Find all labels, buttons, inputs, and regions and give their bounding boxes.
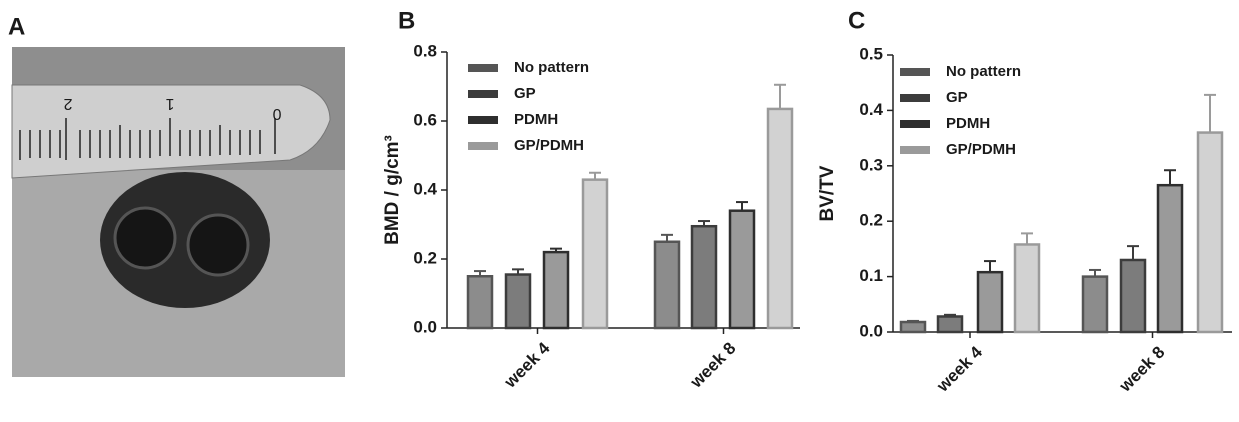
legend-swatch <box>900 68 930 76</box>
bar <box>936 315 964 334</box>
ruler-label: 0 <box>272 105 281 122</box>
error-bar <box>1164 169 1176 186</box>
error-bar <box>589 171 601 180</box>
ruler-label: 2 <box>63 95 72 112</box>
error-bar <box>1089 268 1101 277</box>
panel-label: C <box>848 7 865 34</box>
x-tick-label: week 8 <box>1115 343 1169 397</box>
error-bar <box>698 220 710 227</box>
error-bar <box>512 268 524 275</box>
legend-label: No pattern <box>946 63 1021 80</box>
bar <box>581 178 609 330</box>
y-tick-label: 0.6 <box>413 110 437 129</box>
legend-swatch <box>468 116 498 124</box>
photo-defect <box>113 206 177 270</box>
ruler-label: 1 <box>165 95 174 112</box>
error-bar <box>774 83 786 109</box>
bar <box>728 209 756 330</box>
bar <box>976 270 1004 334</box>
bar <box>1156 183 1184 334</box>
bar <box>504 273 532 330</box>
bar <box>690 224 718 330</box>
y-axis-label: BMD / g/cm³ <box>382 135 403 245</box>
legend-label: PDMH <box>946 115 990 132</box>
panel-label: A <box>8 13 25 40</box>
x-tick-label: week 8 <box>686 339 740 393</box>
legend-label: GP <box>946 89 968 106</box>
error-bar <box>944 313 956 317</box>
bar <box>899 320 927 334</box>
panel-label: B <box>398 7 415 34</box>
bar <box>1119 258 1147 334</box>
x-tick-label: week 4 <box>932 342 986 396</box>
legend-swatch <box>468 142 498 150</box>
y-tick-label: 0.1 <box>859 266 883 285</box>
legend-label: PDMH <box>514 111 558 128</box>
bar <box>653 240 681 330</box>
bar <box>466 275 494 330</box>
error-bar <box>550 247 562 253</box>
legend-label: No pattern <box>514 59 589 76</box>
bar <box>1196 131 1224 334</box>
y-tick-label: 0.3 <box>859 155 883 174</box>
y-tick-label: 0.0 <box>413 317 437 336</box>
y-tick-label: 0.4 <box>413 179 437 198</box>
y-tick-label: 0.0 <box>859 321 883 340</box>
y-axis-label: BV/TV <box>817 165 838 221</box>
legend-swatch <box>900 120 930 128</box>
y-tick-label: 0.2 <box>859 211 883 230</box>
legend-label: GP/PDMH <box>946 141 1016 158</box>
error-bar <box>984 260 996 273</box>
legend-label: GP <box>514 85 536 102</box>
photo-ruler-ticks <box>19 118 276 160</box>
y-tick-label: 0.8 <box>413 41 437 60</box>
legend-swatch <box>900 94 930 102</box>
bar <box>542 250 570 330</box>
bar <box>1081 275 1109 334</box>
error-bar <box>1204 93 1216 133</box>
x-tick-label: week 4 <box>500 338 554 392</box>
error-bar <box>1021 232 1033 245</box>
y-tick-label: 0.5 <box>859 44 883 63</box>
photo: 2 1 0 <box>11 47 345 377</box>
photo-defect <box>186 213 250 277</box>
error-bar <box>474 270 486 277</box>
legend-label: GP/PDMH <box>514 137 584 154</box>
error-bar <box>736 201 748 211</box>
legend-swatch <box>900 146 930 154</box>
error-bar <box>907 319 919 323</box>
legend-swatch <box>468 90 498 98</box>
bar <box>1013 243 1041 334</box>
y-tick-label: 0.4 <box>859 100 883 119</box>
legend-swatch <box>468 64 498 72</box>
error-bar <box>1127 245 1139 260</box>
error-bar <box>661 233 673 242</box>
y-tick-label: 0.2 <box>413 248 437 267</box>
bar <box>766 107 794 330</box>
